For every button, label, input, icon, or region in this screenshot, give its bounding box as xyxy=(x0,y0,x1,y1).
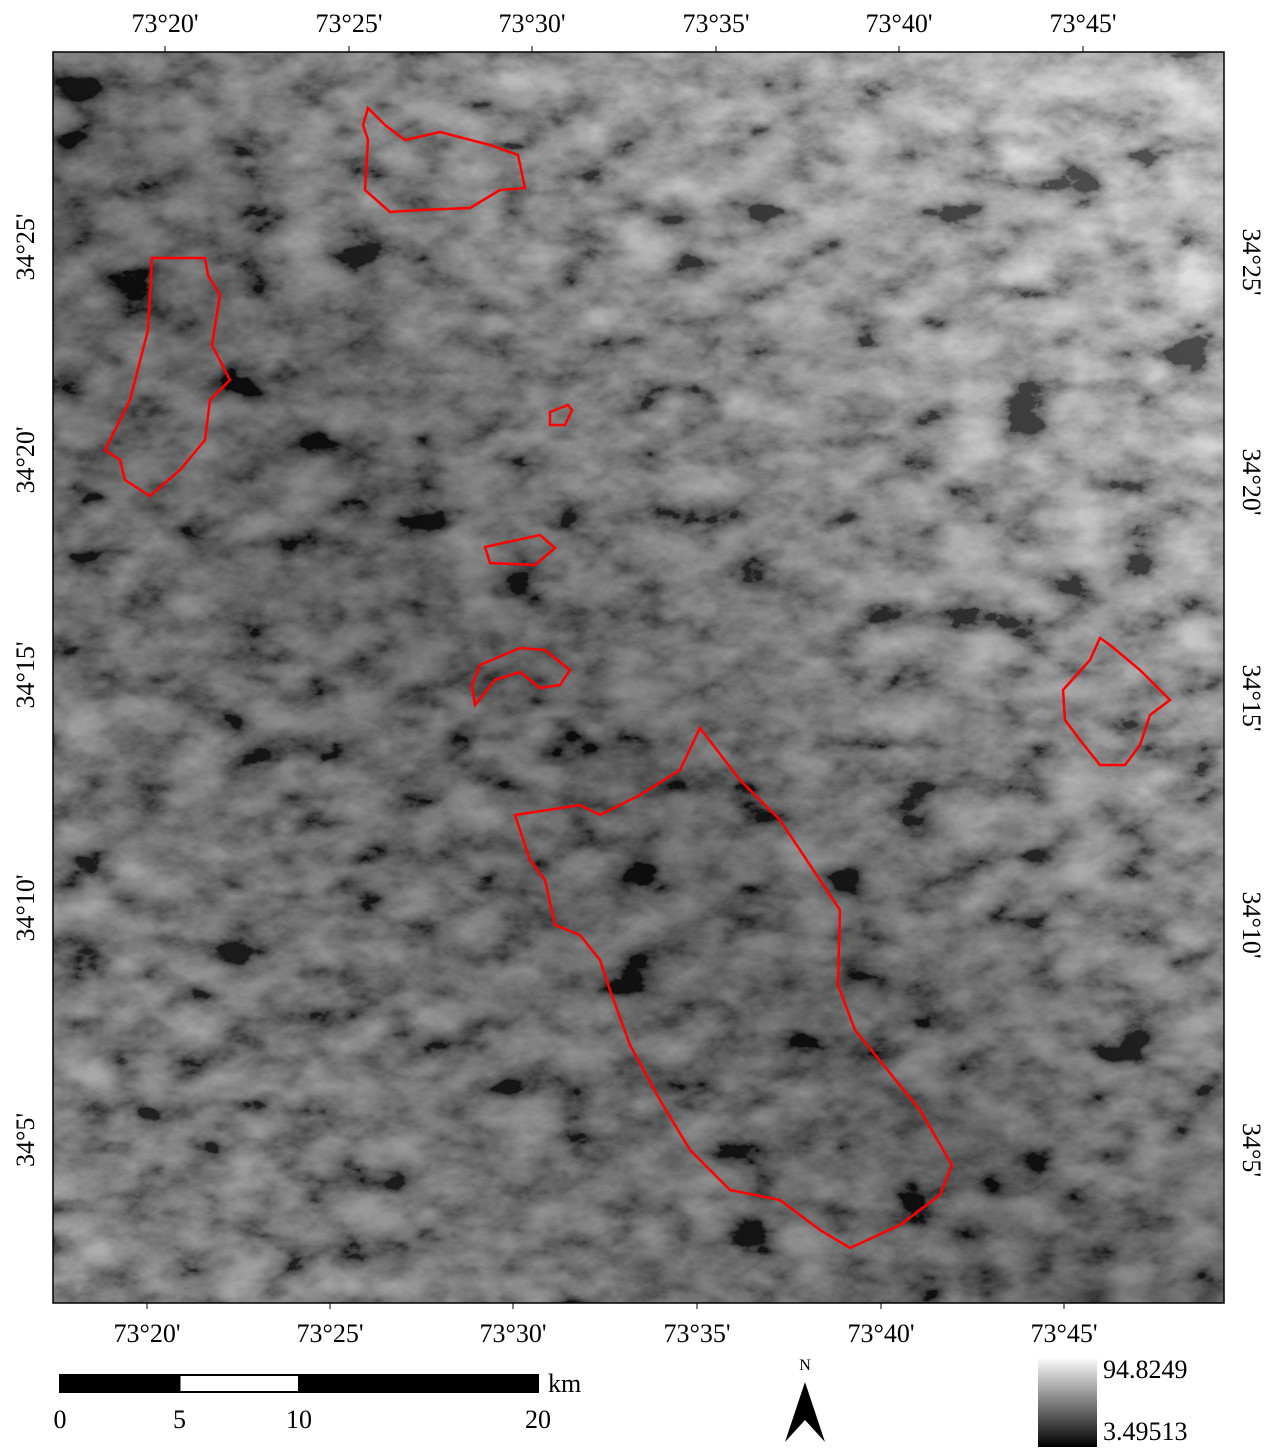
bottom-lon-label: 73°25' xyxy=(296,1319,363,1348)
legend-max: 94.8249 xyxy=(1103,1355,1188,1384)
left-lat-label: 34°10' xyxy=(11,874,40,941)
north-arrow: N xyxy=(785,1357,825,1442)
bottom-lon-label: 73°20' xyxy=(113,1319,180,1348)
bottom-lon-label: 73°45' xyxy=(1030,1319,1097,1348)
scale-segment xyxy=(60,1375,180,1392)
elevation-raster xyxy=(53,52,1224,1303)
map-figure: N 94.8249 3.49513 73°20' 73°25' 73°30' 73°3… xyxy=(0,0,1273,1449)
right-lat-label: 34°15' xyxy=(1237,664,1266,731)
scale-segment xyxy=(299,1375,538,1392)
scale-label: 0 xyxy=(54,1405,67,1434)
left-lat-label: 34°15' xyxy=(11,641,40,708)
right-lat-label: 34°10' xyxy=(1237,891,1266,958)
left-lat-label: 34°5' xyxy=(11,1113,40,1167)
bottom-lon-label: 73°35' xyxy=(663,1319,730,1348)
scale-label: 10 xyxy=(286,1405,312,1434)
left-lat-label: 34°25' xyxy=(11,213,40,280)
legend-min: 3.49513 xyxy=(1103,1417,1188,1446)
right-lat-label: 34°5' xyxy=(1237,1123,1266,1177)
top-lon-label: 73°45' xyxy=(1049,9,1116,38)
scale-unit: km xyxy=(548,1369,581,1398)
bottom-lon-label: 73°30' xyxy=(479,1319,546,1348)
top-lon-label: 73°30' xyxy=(498,9,565,38)
top-lon-label: 73°35' xyxy=(682,9,749,38)
bottom-lon-label: 73°40' xyxy=(847,1319,914,1348)
top-lon-label: 73°40' xyxy=(865,9,932,38)
scale-label: 5 xyxy=(173,1405,186,1434)
right-lat-label: 34°20' xyxy=(1237,448,1266,515)
legend-ramp xyxy=(1038,1357,1097,1447)
scale-segment xyxy=(180,1375,300,1392)
right-lat-label: 34°25' xyxy=(1237,228,1266,295)
top-lon-label: 73°25' xyxy=(315,9,382,38)
north-label: N xyxy=(799,1357,811,1374)
top-lon-label: 73°20' xyxy=(131,9,198,38)
scale-label: 20 xyxy=(525,1405,551,1434)
left-lat-label: 34°20' xyxy=(11,426,40,493)
